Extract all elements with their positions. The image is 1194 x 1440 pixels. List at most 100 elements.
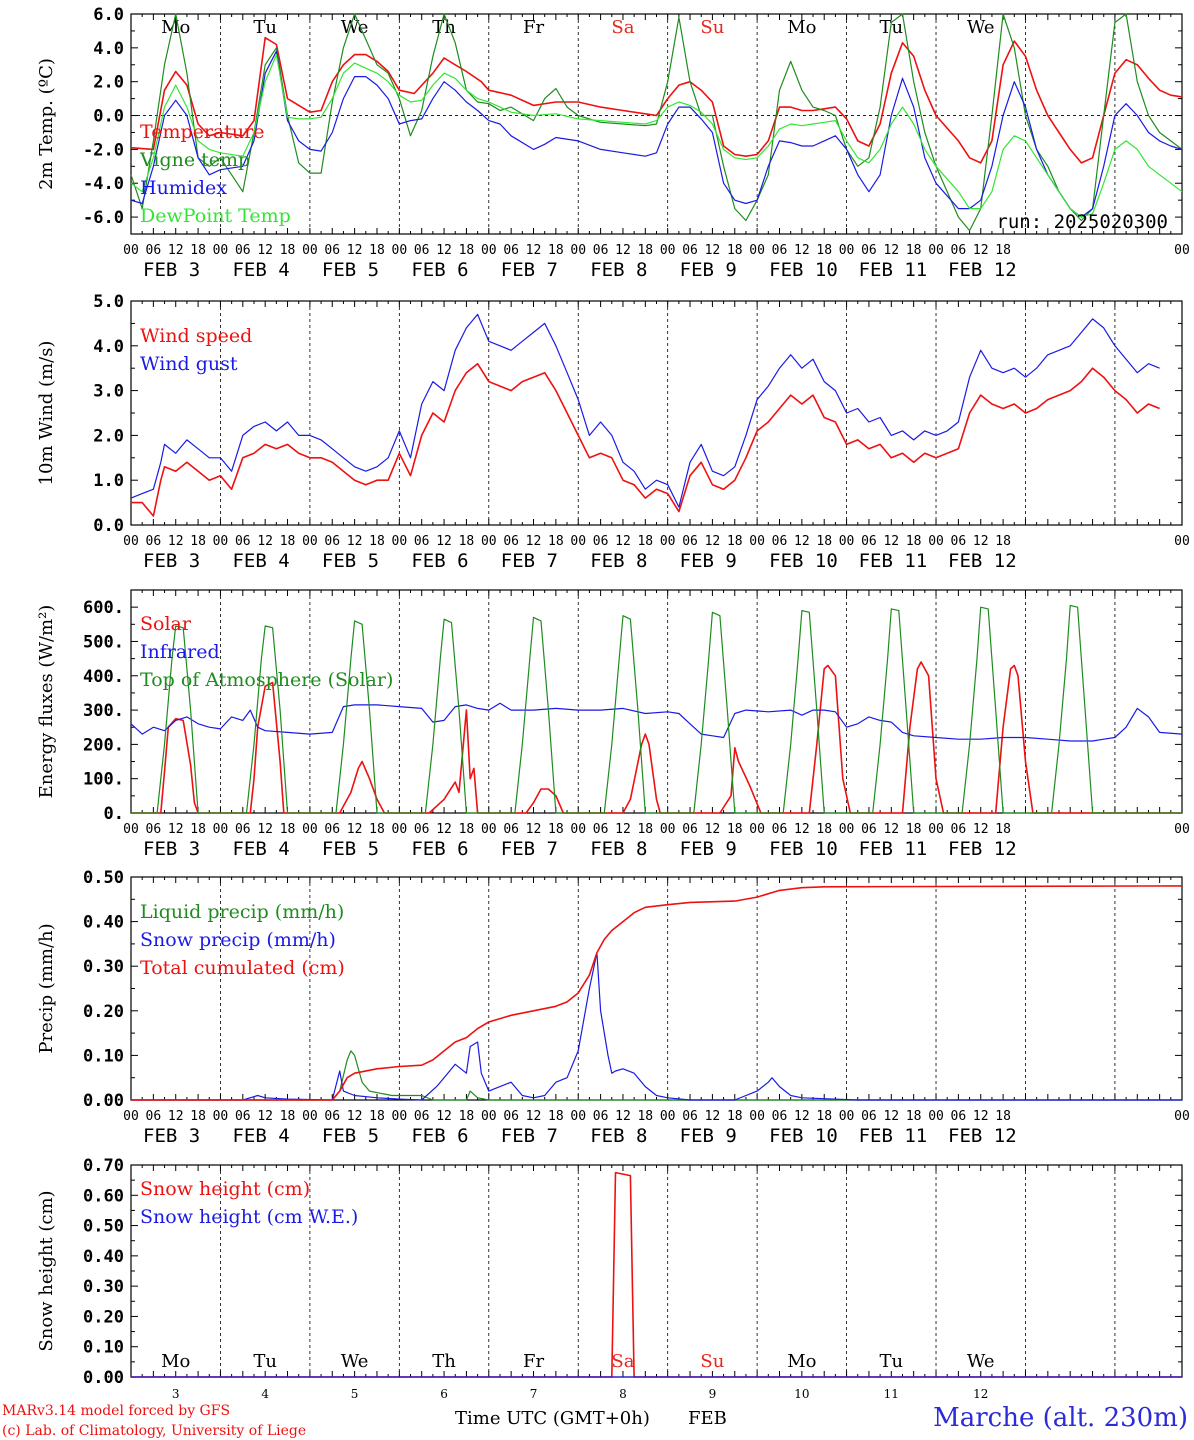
hour-tick-label: 00	[928, 1109, 944, 1124]
hour-tick-label: 06	[146, 243, 162, 258]
y-tick-label: 100.	[83, 770, 124, 790]
hour-tick-label: 18	[190, 243, 206, 258]
series-line	[130, 313, 1160, 508]
hour-tick-label: 00	[123, 534, 139, 549]
hour-tick-label: 18	[190, 534, 206, 549]
y-tick-label: 0.70	[83, 1156, 124, 1176]
legend-entry: Infrared	[140, 641, 220, 663]
y-tick-label: 0.60	[83, 1186, 124, 1206]
y-tick-label: 0.20	[83, 1002, 124, 1022]
y-tick-label: -2.0	[83, 140, 124, 160]
legend-entry: Vigne temp	[139, 149, 250, 171]
hour-tick-label: 12	[883, 1109, 899, 1124]
weekday-label: Mo	[787, 17, 816, 38]
date-label: FEB 10	[769, 1125, 838, 1147]
date-label: FEB 11	[859, 838, 928, 860]
y-tick-label: 2.0	[93, 426, 124, 446]
y-tick-label: 300.	[83, 701, 124, 721]
hour-tick-label: 06	[682, 243, 698, 258]
hour-tick-label: 18	[369, 822, 385, 837]
hour-tick-label: 18	[637, 1109, 653, 1124]
hour-tick-label: 06	[235, 534, 251, 549]
date-label: FEB 4	[232, 259, 289, 281]
panel-5: 0.70 0.60 0.50 0.40 0.30 0.20 0.10 0.00 Snow hei…	[36, 1156, 1183, 1401]
hour-tick-label: 12	[257, 534, 273, 549]
hour-tick-label: 18	[727, 243, 743, 258]
hour-tick-label: 00	[749, 1109, 765, 1124]
hour-tick-label: 00	[660, 1109, 676, 1124]
hour-tick-label: 18	[190, 822, 206, 837]
date-label: FEB 8	[590, 1125, 647, 1147]
y-tick-label: 6.0	[93, 5, 124, 25]
hour-tick-label: 12	[168, 243, 184, 258]
hour-tick-label: 06	[235, 243, 251, 258]
hour-tick-label: 18	[727, 822, 743, 837]
hour-tick-label: 12	[615, 822, 631, 837]
hour-tick-label: 00	[123, 1109, 139, 1124]
hour-tick-label: 18	[459, 822, 475, 837]
day-number-label: 11	[884, 1387, 899, 1401]
weekday-label: Mo	[161, 17, 190, 38]
hour-tick-label: 06	[414, 534, 430, 549]
series-line	[131, 1171, 1182, 1378]
y-tick-label: 0.0	[93, 107, 124, 127]
panel-3: 600. 500. 400. 300. 200. 100. 0. Energy fluxes …	[36, 589, 1190, 860]
run-label: run: 2025020300	[996, 211, 1168, 233]
hour-tick-label: 18	[280, 1109, 296, 1124]
hour-tick-label: 18	[816, 822, 832, 837]
time-axis-label: Time UTC (GMT+0h)	[455, 1408, 650, 1429]
date-label: FEB 9	[680, 259, 737, 281]
hour-tick-label: 18	[816, 243, 832, 258]
date-label: FEB 8	[590, 259, 647, 281]
model-credit: MARv3.14 model forced by GFS	[2, 1403, 230, 1419]
date-label: FEB 11	[859, 550, 928, 572]
hour-tick-label: 06	[861, 243, 877, 258]
date-label: FEB 11	[859, 1125, 928, 1147]
hour-tick-label: 12	[257, 243, 273, 258]
hour-tick-label: 18	[995, 1109, 1011, 1124]
hour-tick-label: 06	[503, 1109, 519, 1124]
hour-tick-label: 00	[839, 822, 855, 837]
hour-tick-label: 12	[168, 1109, 184, 1124]
hour-tick-label: 00	[928, 243, 944, 258]
hour-tick-label: 06	[951, 822, 967, 837]
hour-tick-label: 18	[727, 1109, 743, 1124]
hour-tick-label: 00	[302, 243, 318, 258]
series-line	[130, 36, 1183, 164]
hour-tick-label: 06	[503, 822, 519, 837]
hour-tick-label: 18	[369, 243, 385, 258]
hour-tick-label: 06	[146, 534, 162, 549]
legend-entry: Wind gust	[140, 353, 238, 375]
hour-tick-label: 00	[213, 822, 229, 837]
hour-tick-label: 00	[749, 822, 765, 837]
hour-tick-label: 06	[951, 534, 967, 549]
weekday-label: We	[967, 1351, 995, 1372]
date-label: FEB 4	[232, 1125, 289, 1147]
hour-tick-label: 00	[392, 822, 408, 837]
hour-tick-label: 00	[392, 243, 408, 258]
hour-tick-label: 00	[1174, 243, 1190, 258]
plot-frame	[130, 589, 1183, 814]
y-axis-label: Snow height (cm)	[36, 1190, 57, 1351]
weekday-label: Mo	[161, 1351, 190, 1372]
hour-tick-label: 06	[324, 822, 340, 837]
hour-tick-label: 12	[883, 822, 899, 837]
date-label: FEB 5	[322, 259, 379, 281]
hour-tick-label: 00	[392, 1109, 408, 1124]
y-tick-label: -6.0	[83, 208, 124, 228]
month-label: FEB	[688, 1408, 727, 1429]
y-axis-label: Energy fluxes (W/m²)	[36, 605, 57, 799]
hour-tick-label: 00	[302, 822, 318, 837]
hour-tick-label: 00	[660, 243, 676, 258]
hour-tick-label: 06	[414, 1109, 430, 1124]
y-tick-label: 0.20	[83, 1307, 124, 1327]
hour-tick-label: 18	[995, 243, 1011, 258]
weekday-label: Su	[700, 17, 724, 38]
hour-tick-label: 00	[570, 534, 586, 549]
hour-tick-label: 06	[593, 1109, 609, 1124]
hour-tick-label: 12	[973, 1109, 989, 1124]
legend-entry: Top of Atmosphere (Solar)	[140, 669, 393, 691]
y-tick-label: 0.30	[83, 957, 124, 977]
y-axis-label: 2m Temp. (ºC)	[36, 58, 57, 190]
hour-tick-label: 12	[973, 822, 989, 837]
